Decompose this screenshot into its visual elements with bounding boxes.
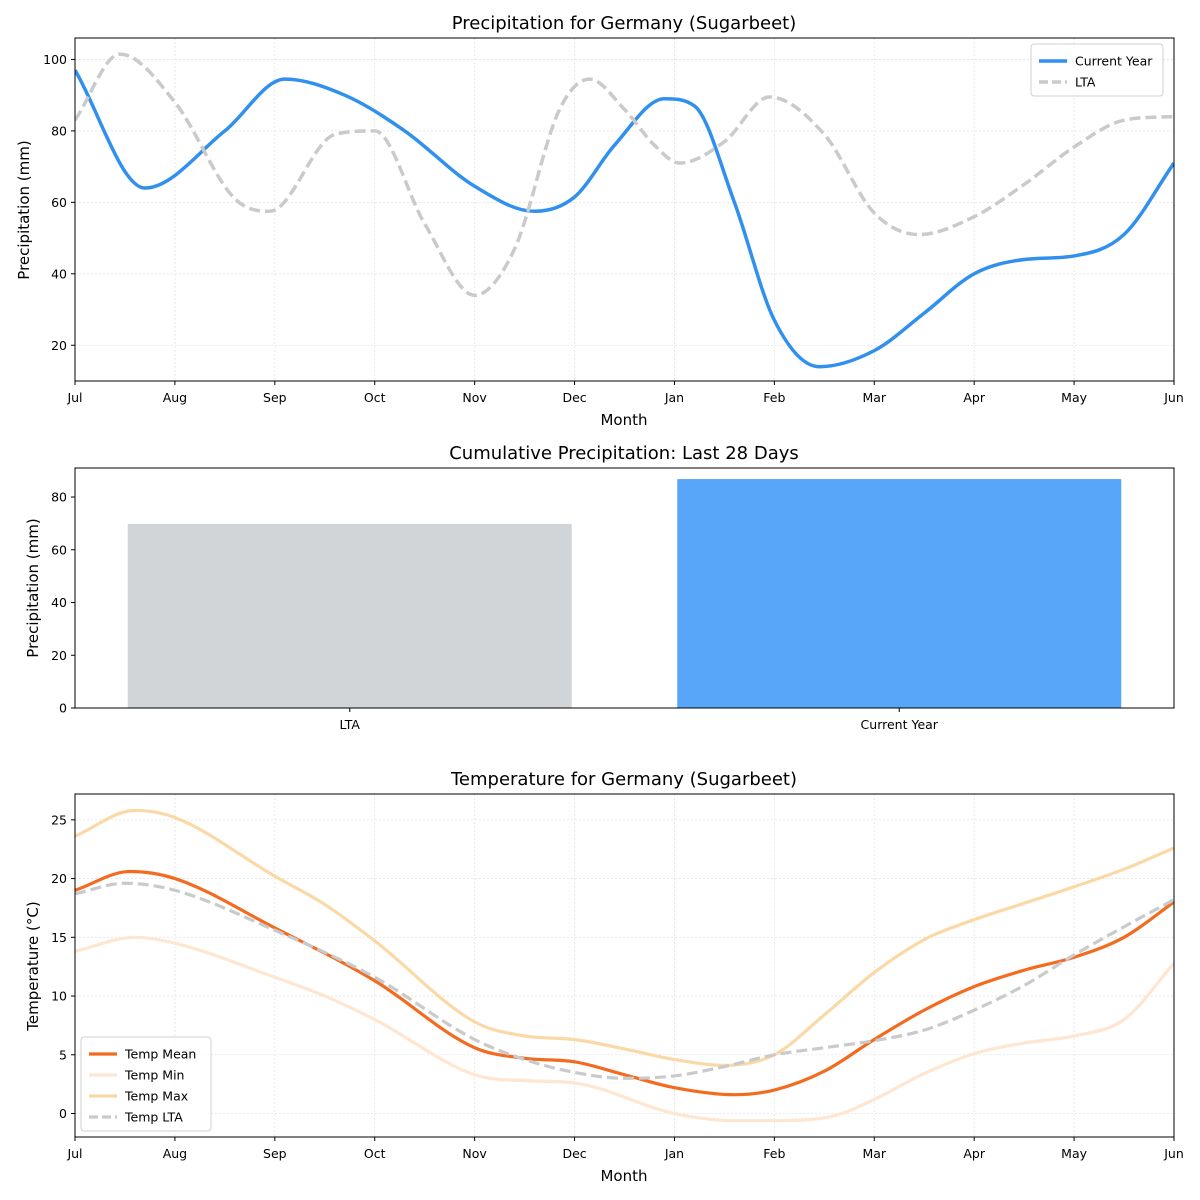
x-tick-label-dec: Dec xyxy=(562,390,586,405)
x-tick-label-apr: Apr xyxy=(963,390,985,405)
y-tick-label: 25 xyxy=(51,812,67,827)
bar-lta xyxy=(127,523,572,708)
y-tick-label: 20 xyxy=(51,871,67,886)
y-tick-label: 80 xyxy=(51,490,67,505)
x-tick-label-may: May xyxy=(1061,390,1087,405)
y-tick-label: 40 xyxy=(51,595,67,610)
legend-label-lta: LTA xyxy=(1075,75,1096,90)
x-tick-label-feb: Feb xyxy=(763,1146,785,1161)
temperature-plot-frame xyxy=(74,793,1175,1138)
series-line-temp-mean xyxy=(75,869,1174,1097)
x-tick-label-oct: Oct xyxy=(364,1146,386,1161)
y-tick-label: 5 xyxy=(59,1047,67,1062)
temperature-y-ticks: 0 5 10 15 20 25 xyxy=(51,812,75,1121)
x-tick-label-sep: Sep xyxy=(263,1146,287,1161)
y-tick-label: 80 xyxy=(51,123,67,138)
x-tick-label-aug: Aug xyxy=(163,390,187,405)
series-line-current-year xyxy=(75,69,1174,369)
x-tick-label-jul: Jul xyxy=(66,390,82,405)
precipitation-x-ticks: Jul Aug Sep Oct Nov Dec Jan Feb Mar Apr May Jun xyxy=(66,381,1184,405)
series-line-temp-min xyxy=(75,935,1174,1123)
x-tick-label-dec: Dec xyxy=(562,1146,586,1161)
y-tick-label: 10 xyxy=(51,989,67,1004)
y-tick-label: 15 xyxy=(51,930,67,945)
cumulative-y-ticks: 0 20 40 60 80 xyxy=(51,490,75,716)
precipitation-line-chart: Precipitation for Germany (Sugarbeet) Ju… xyxy=(15,13,1184,429)
cumulative-y-axis-label: Precipitation (mm) xyxy=(24,518,42,657)
legend-box xyxy=(1030,43,1164,97)
x-tick-label-jul: Jul xyxy=(66,1146,82,1161)
x-tick-label-jun: Jun xyxy=(1163,1146,1184,1161)
temperature-x-ticks: Jul Aug Sep Oct Nov Dec Jan Feb Mar Apr May Jun xyxy=(66,1137,1184,1161)
temperature-x-axis-label: Month xyxy=(600,1167,647,1185)
precipitation-chart-title: Precipitation for Germany (Sugarbeet) xyxy=(452,13,797,34)
temperature-line-chart: Temperature for Germany (Sugarbeet) Jul A… xyxy=(24,769,1184,1185)
series-line-temp-max xyxy=(75,808,1174,1067)
series-line-lta xyxy=(75,52,1174,297)
legend-box xyxy=(80,1036,212,1132)
legend-label-temp-min: Temp Min xyxy=(124,1068,184,1083)
cumulative-plot-frame xyxy=(74,467,1175,709)
y-tick-label: 40 xyxy=(51,266,67,281)
x-tick-label-nov: Nov xyxy=(462,1146,487,1161)
y-tick-label: 60 xyxy=(51,195,67,210)
x-tick-label-jun: Jun xyxy=(1163,390,1184,405)
y-tick-label: 100 xyxy=(43,52,67,67)
precipitation-y-ticks: 20 40 60 80 100 xyxy=(43,52,75,353)
x-tick-label-apr: Apr xyxy=(963,1146,985,1161)
x-tick-label-mar: Mar xyxy=(862,390,886,405)
series-line-temp-lta xyxy=(75,881,1174,1080)
legend-label-temp-mean: Temp Mean xyxy=(124,1047,196,1062)
precipitation-grid xyxy=(74,38,1175,381)
temperature-chart-title: Temperature for Germany (Sugarbeet) xyxy=(450,769,797,790)
cumulative-chart-title: Cumulative Precipitation: Last 28 Days xyxy=(449,443,799,464)
legend-label-temp-max: Temp Max xyxy=(124,1089,188,1104)
x-tick-label-nov: Nov xyxy=(462,390,487,405)
x-tick-label-current-year: Current Year xyxy=(861,717,939,732)
x-tick-label-sep: Sep xyxy=(263,390,287,405)
precipitation-legend: Current Year LTA xyxy=(1030,43,1164,97)
precipitation-y-axis-label: Precipitation (mm) xyxy=(15,140,33,279)
x-tick-label-mar: Mar xyxy=(862,1146,886,1161)
precipitation-plot-frame xyxy=(74,37,1175,382)
legend-label-temp-lta: Temp LTA xyxy=(124,1110,183,1125)
temperature-series xyxy=(75,808,1174,1123)
cumulative-bars xyxy=(127,479,1122,708)
y-tick-label: 0 xyxy=(59,1106,67,1121)
temperature-y-axis-label: Temperature (°C) xyxy=(24,901,42,1031)
y-tick-label: 0 xyxy=(59,701,67,716)
y-tick-label: 20 xyxy=(51,648,67,663)
precipitation-series xyxy=(75,52,1174,369)
x-tick-label-feb: Feb xyxy=(763,390,785,405)
y-tick-label: 60 xyxy=(51,542,67,557)
precipitation-x-axis-label: Month xyxy=(600,411,647,429)
bar-current-year xyxy=(677,479,1122,708)
x-tick-label-lta: LTA xyxy=(340,717,361,732)
legend-label-current-year: Current Year xyxy=(1075,54,1153,69)
x-tick-label-aug: Aug xyxy=(163,1146,187,1161)
x-tick-label-jan: Jan xyxy=(664,1146,684,1161)
cumulative-bar-chart: Cumulative Precipitation: Last 28 Days L… xyxy=(24,443,1175,732)
cumulative-x-ticks: LTA Current Year xyxy=(340,708,939,732)
x-tick-label-oct: Oct xyxy=(364,390,386,405)
x-tick-label-jan: Jan xyxy=(664,390,684,405)
x-tick-label-may: May xyxy=(1061,1146,1087,1161)
temperature-legend: Temp Mean Temp Min Temp Max Temp LTA xyxy=(80,1036,212,1132)
y-tick-label: 20 xyxy=(51,338,67,353)
